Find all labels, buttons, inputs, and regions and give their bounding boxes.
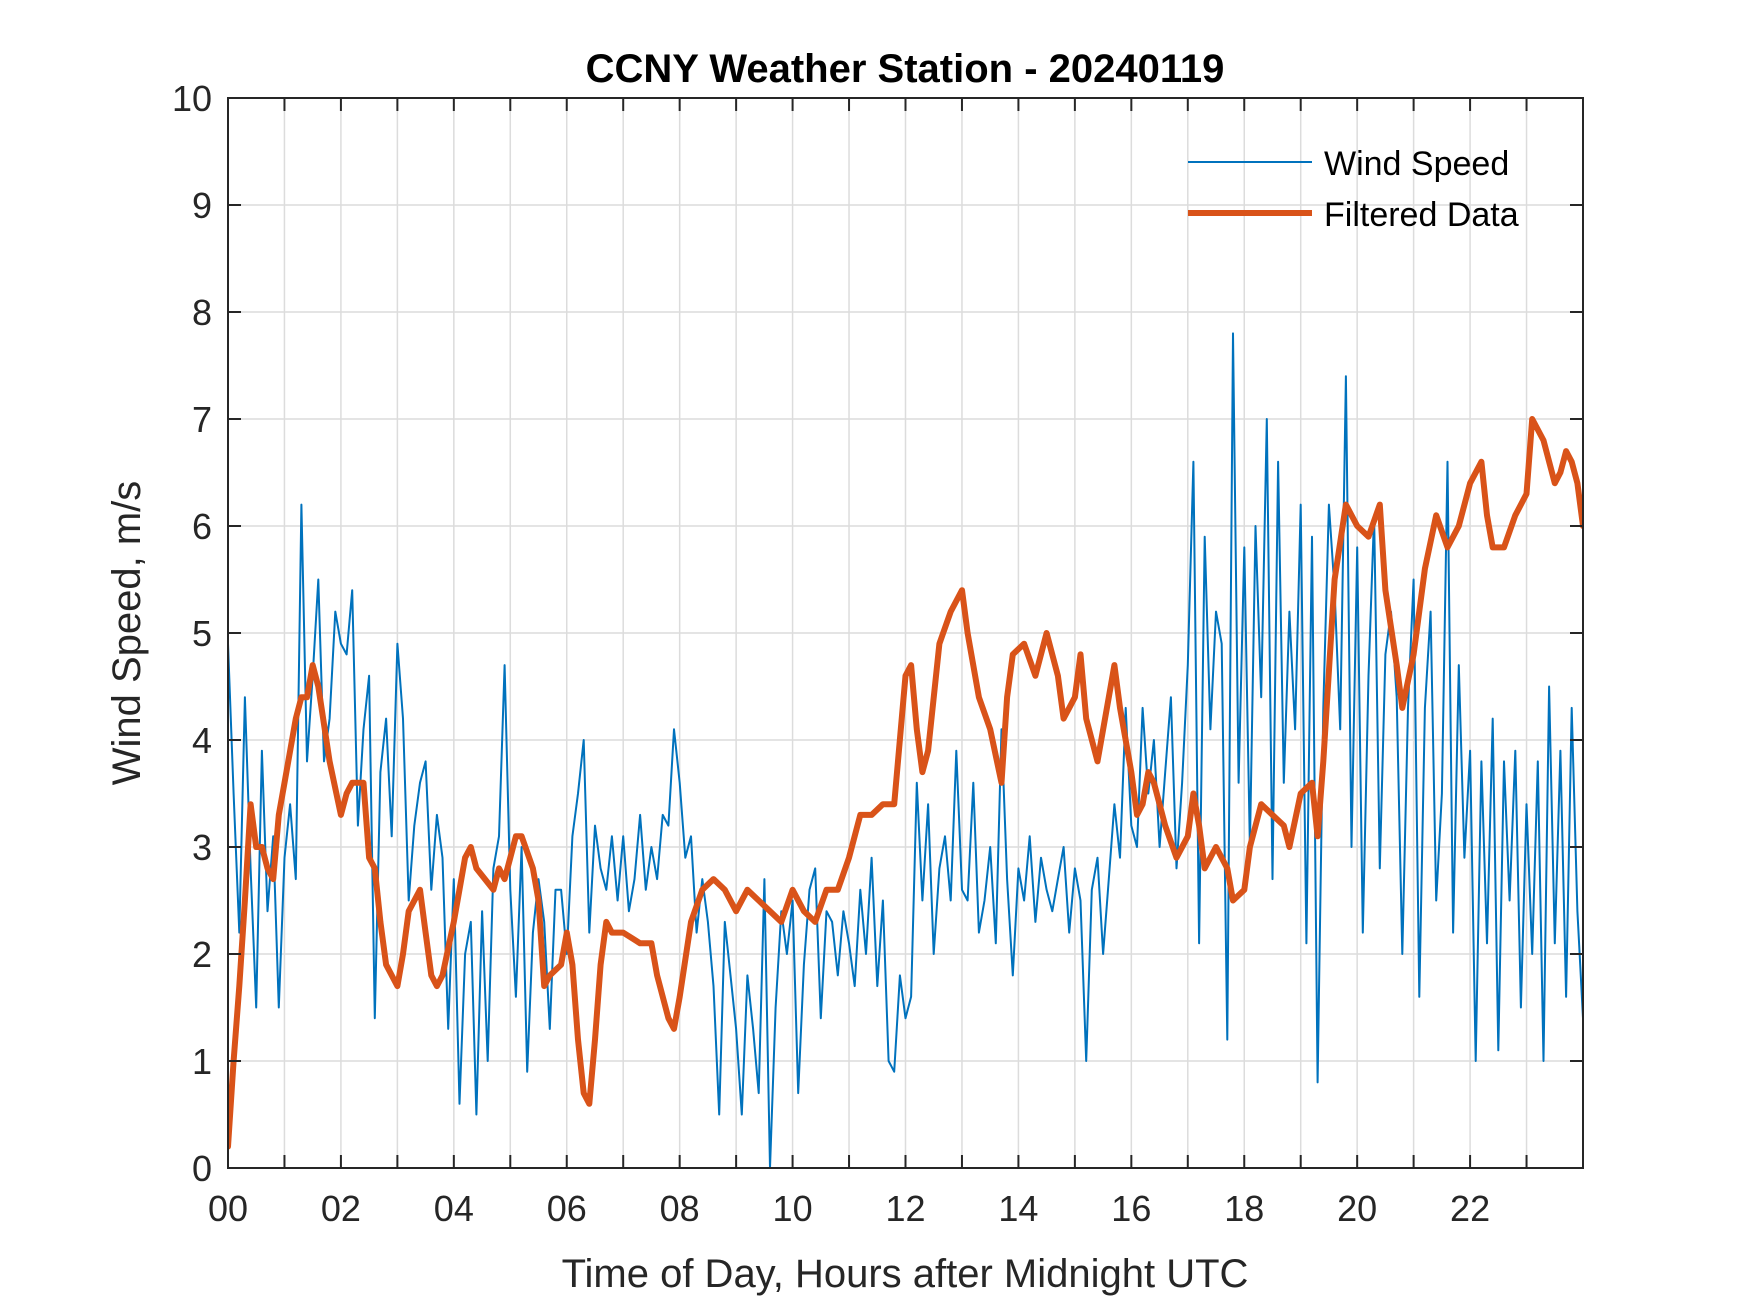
legend-label-filtered-data: Filtered Data — [1324, 196, 1519, 234]
y-tick-label: 7 — [192, 399, 212, 440]
x-tick-label: 16 — [1111, 1188, 1151, 1229]
series-group — [228, 332, 1583, 1168]
y-tick-label: 10 — [172, 78, 212, 119]
y-axis-label: Wind Speed, m/s — [105, 481, 149, 786]
x-tick-label: 10 — [773, 1188, 813, 1229]
y-tick-labels: 0 1 2 3 4 5 6 7 8 9 10 — [172, 78, 212, 1189]
y-tick-label: 8 — [192, 292, 212, 333]
x-tick-label: 14 — [998, 1188, 1038, 1229]
series-wind-speed — [228, 332, 1583, 1168]
y-tick-label: 5 — [192, 613, 212, 654]
y-tick-label: 0 — [192, 1148, 212, 1189]
y-tick-label: 3 — [192, 827, 212, 868]
y-tick-label: 9 — [192, 185, 212, 226]
x-tick-label: 04 — [434, 1188, 474, 1229]
x-tick-label: 06 — [547, 1188, 587, 1229]
x-tick-labels: 00 02 04 06 08 10 12 14 16 18 20 22 — [208, 1188, 1490, 1229]
x-tick-label: 00 — [208, 1188, 248, 1229]
x-tick-label: 20 — [1337, 1188, 1377, 1229]
legend: Wind Speed Filtered Data — [1188, 145, 1519, 234]
y-tick-label: 4 — [192, 720, 212, 761]
legend-label-wind-speed: Wind Speed — [1324, 145, 1509, 183]
x-tick-label: 22 — [1450, 1188, 1490, 1229]
x-tick-label: 02 — [321, 1188, 361, 1229]
x-tick-label: 08 — [660, 1188, 700, 1229]
chart-title: CCNY Weather Station - 20240119 — [586, 47, 1225, 91]
x-axis-label: Time of Day, Hours after Midnight UTC — [562, 1252, 1249, 1296]
ticks — [228, 98, 1583, 1168]
y-tick-label: 6 — [192, 506, 212, 547]
x-tick-label: 18 — [1224, 1188, 1264, 1229]
x-tick-label: 12 — [885, 1188, 925, 1229]
y-tick-label: 1 — [192, 1041, 212, 1082]
series-filtered-data — [228, 416, 1583, 1150]
y-tick-label: 2 — [192, 934, 212, 975]
